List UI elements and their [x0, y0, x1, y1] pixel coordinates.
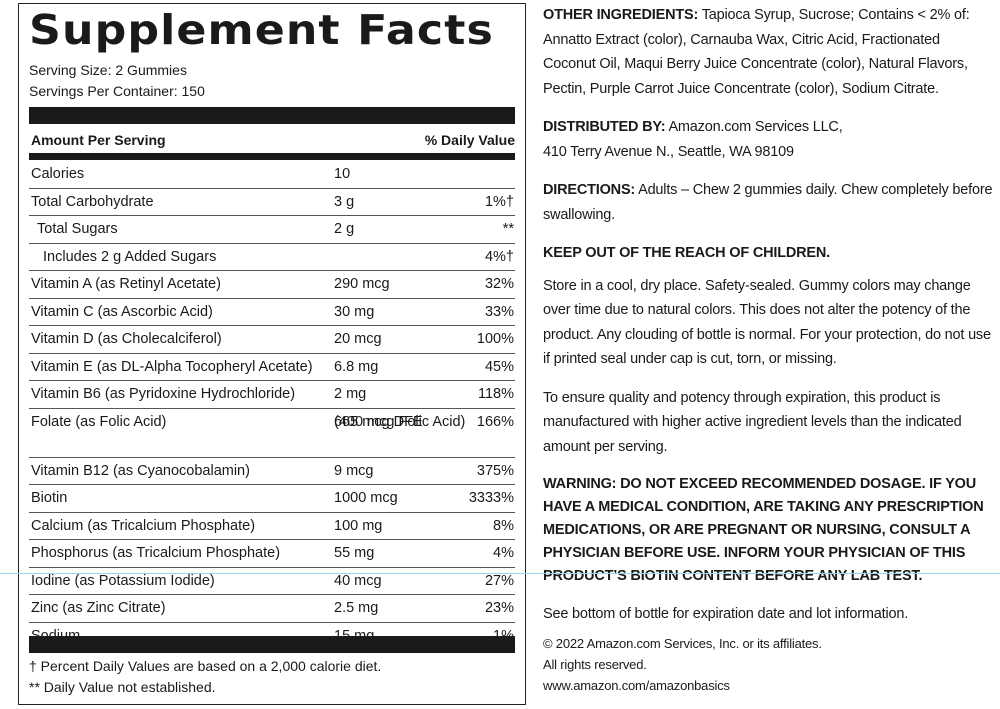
nutrient-dv: 45% — [484, 358, 514, 375]
nutrient-amount: 100 mg — [334, 517, 383, 534]
nutrient-name: Vitamin E (as DL-Alpha Tocopheryl Acetat… — [31, 358, 313, 375]
nutrient-amount: 2 g — [334, 221, 355, 237]
nutrient-name: Biotin — [31, 490, 68, 506]
nutrient-amount: 2 mg — [334, 386, 367, 402]
nutrient-name: Total Carbohydrate — [31, 193, 154, 210]
nutrient-dv: 375% — [476, 462, 514, 479]
text: Amazon.com Services LLC, — [668, 119, 843, 135]
label: DIRECTIONS: — [543, 182, 636, 198]
text: Tapioca Syrup, Sucrose; Contains < 2% of… — [543, 7, 970, 97]
nutrient-dv: 118% — [477, 386, 514, 402]
header-dv: % Daily Value — [424, 132, 515, 148]
nutrient-row: Biotin 1000 mcg 3333% — [29, 485, 515, 513]
text: KEEP OUT OF THE REACH OF CHILDREN. — [543, 245, 830, 261]
label: OTHER INGREDIENTS: — [543, 7, 699, 23]
nutrient-amount: 55 mg — [334, 545, 375, 561]
copyright: © 2022 Amazon.com Services, Inc. or its … — [543, 635, 822, 651]
nutrient-name: Vitamin A (as Retinyl Acetate) — [31, 276, 221, 292]
nutrient-amount: 9 mcg — [334, 462, 374, 479]
nutrient-amount: 10 — [334, 166, 351, 182]
url: www.amazon.com/amazonbasics — [543, 677, 730, 693]
nutrient-dv: ** — [502, 221, 514, 237]
nutrient-dv: 4% — [493, 545, 514, 561]
nutrient-name: Vitamin B12 (as Cyanocobalamin) — [31, 462, 250, 479]
nutrient-row: Iodine (as Potassium Iodide) 40 mcg 27% — [29, 568, 515, 595]
divider-bar — [29, 636, 515, 653]
divider-bar — [29, 153, 515, 160]
nutrient-dv: 166% — [476, 413, 514, 430]
warning: WARNING: DO NOT EXCEED RECOMMENDED DOSAG… — [543, 476, 984, 584]
nutrient-row: Includes 2 g Added Sugars 4%† — [29, 244, 515, 271]
storage: Store in a cool, dry place. Safety-seale… — [543, 277, 991, 368]
nutrient-amount: 665 mcg DFE — [334, 413, 423, 430]
potency: To ensure quality and potency through ex… — [543, 389, 962, 455]
nutrient-row: Vitamin B6 (as Pyridoxine Hydrochloride)… — [29, 381, 515, 409]
nutrient-name: Zinc (as Zinc Citrate) — [31, 600, 166, 616]
expiration: See bottom of bottle for expiration date… — [543, 606, 909, 622]
nutrient-amount: 3 g — [334, 193, 355, 210]
keep-out: KEEP OUT OF THE REACH OF CHILDREN. — [543, 241, 993, 266]
servings-per-container: Servings Per Container: 150 — [29, 83, 205, 99]
nutrient-name: Phosphorus (as Tricalcium Phosphate) — [31, 545, 281, 561]
footnote: ** Daily Value not established. — [29, 679, 216, 695]
nutrient-dv: 3333% — [468, 490, 514, 506]
distributed-by: DISTRIBUTED BY: Amazon.com Services LLC,… — [543, 115, 993, 164]
other-ingredients: OTHER INGREDIENTS: Tapioca Syrup, Sucros… — [543, 3, 993, 101]
table-header: Amount Per Serving % Daily Value — [31, 128, 515, 152]
nutrient-dv: 100% — [476, 331, 514, 347]
nutrient-row: Total Sugars 2 g ** — [29, 216, 515, 244]
directions: DIRECTIONS: Adults – Chew 2 gummies dail… — [543, 178, 993, 227]
nutrient-name: Calcium (as Tricalcium Phosphate) — [31, 517, 256, 534]
label: DISTRIBUTED BY: — [543, 119, 666, 135]
nutrient-row: Calcium (as Tricalcium Phosphate) 100 mg 8… — [29, 513, 515, 540]
nutrient-dv: 8% — [493, 517, 514, 534]
nutrient-dv: 32% — [484, 276, 514, 292]
nutrient-name: Total Sugars — [37, 221, 118, 237]
nutrient-row: Total Carbohydrate 3 g 1%† — [29, 189, 515, 216]
nutrient-amount: 30 mg — [334, 303, 375, 320]
info-column: OTHER INGREDIENTS: Tapioca Syrup, Sucros… — [543, 3, 993, 696]
address: 410 Terry Avenue N., Seattle, WA 98109 — [543, 143, 794, 160]
nutrient-amount: 2.5 mg — [334, 600, 379, 616]
nutrient-amount: 1000 mcg — [334, 490, 398, 506]
nutrient-amount: 6.8 mg — [334, 358, 379, 375]
footnote: † Percent Daily Values are based on a 2,… — [29, 658, 382, 674]
nutrient-name: Vitamin B6 (as Pyridoxine Hydrochloride) — [31, 386, 296, 402]
nutrient-row: Vitamin E (as DL-Alpha Tocopheryl Acetat… — [29, 354, 515, 381]
rights: All rights reserved. — [543, 656, 647, 672]
nutrient-name: Folate (as Folic Acid) — [31, 413, 167, 430]
panel-title: Supplement Facts — [29, 6, 494, 54]
serving-size: Serving Size: 2 Gummies — [29, 62, 187, 78]
guide-line — [0, 573, 1000, 574]
nutrient-row: Vitamin A (as Retinyl Acetate) 290 mcg 32% — [29, 271, 515, 299]
nutrient-row: Vitamin B12 (as Cyanocobalamin) 9 mcg 375% — [29, 458, 515, 485]
nutrient-amount: 290 mcg — [334, 276, 390, 292]
nutrient-dv: 33% — [484, 303, 514, 320]
nutrient-row: Calories 10 — [29, 161, 515, 189]
nutrient-dv: 4%† — [484, 248, 514, 265]
nutrient-row: Vitamin D (as Cholecalciferol) 20 mcg 100% — [29, 326, 515, 354]
nutrient-amount-note: (400 mcg Folic Acid) — [334, 413, 466, 430]
nutrient-row: Folate (as Folic Acid) 665 mcg DFE (400 mc… — [29, 409, 515, 458]
nutrient-name: Vitamin D (as Cholecalciferol) — [31, 331, 222, 347]
divider-bar — [29, 107, 515, 124]
nutrient-name: Calories — [31, 166, 85, 182]
nutrient-row: Vitamin C (as Ascorbic Acid) 30 mg 33% — [29, 299, 515, 326]
nutrient-name: Vitamin C (as Ascorbic Acid) — [31, 303, 213, 320]
nutrient-amount: 40 mcg — [334, 572, 382, 589]
nutrient-row: Phosphorus (as Tricalcium Phosphate) 55 m… — [29, 540, 515, 568]
nutrient-dv: 27% — [484, 572, 514, 589]
nutrient-dv: 1%† — [484, 193, 514, 210]
nutrient-rows: Calories 10 Total Carbohydrate 3 g 1%† Total … — [29, 161, 515, 649]
nutrient-name: Includes 2 g Added Sugars — [43, 248, 217, 265]
text: Adults – Chew 2 gummies daily. Chew comp… — [543, 182, 993, 223]
nutrient-row: Zinc (as Zinc Citrate) 2.5 mg 23% — [29, 595, 515, 623]
supplement-facts-panel: Supplement Facts Serving Size: 2 Gummies… — [18, 3, 526, 705]
nutrient-name: Iodine (as Potassium Iodide) — [31, 572, 215, 589]
header-amount: Amount Per Serving — [31, 132, 166, 148]
nutrient-amount: 20 mcg — [334, 331, 382, 347]
nutrient-dv: 23% — [484, 600, 514, 616]
